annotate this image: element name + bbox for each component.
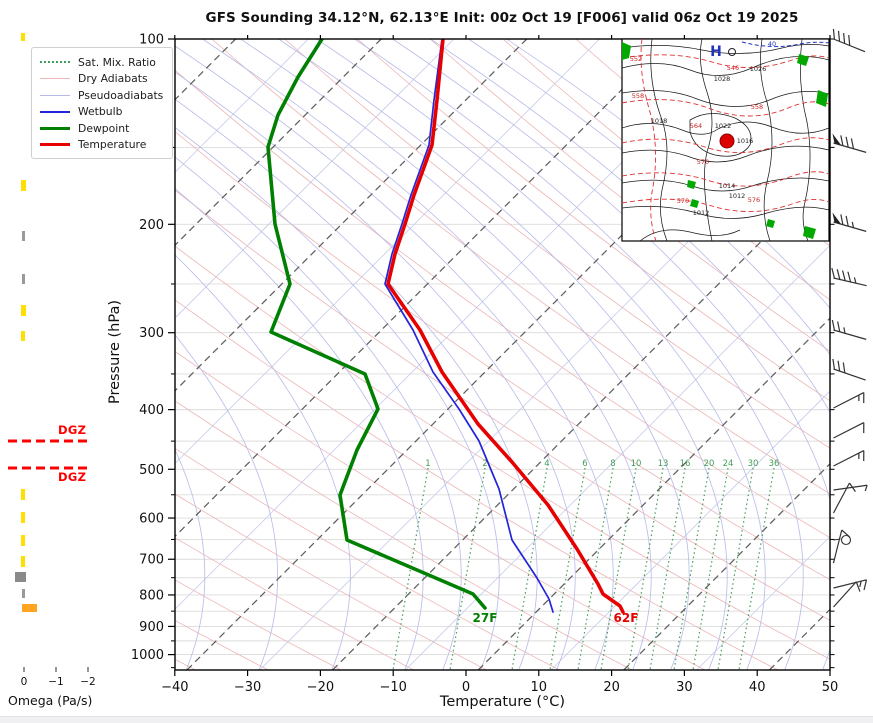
legend-sample-wetbulb xyxy=(40,110,70,113)
dgz-lines xyxy=(8,439,88,470)
sounding-location-dot xyxy=(719,133,735,149)
plot-border xyxy=(174,38,831,671)
svg-text:6: 6 xyxy=(582,459,587,469)
svg-text:564: 564 xyxy=(690,122,702,130)
svg-text:0: 0 xyxy=(462,680,470,695)
legend-label-dewpoint: Dewpoint xyxy=(78,121,130,135)
legend-sample-sat-mix-ratio xyxy=(40,61,70,64)
map-high-pressure-symbol: H xyxy=(710,44,722,60)
svg-text:300: 300 xyxy=(139,326,164,341)
svg-text:−10: −10 xyxy=(379,680,406,695)
chart-legend: Sat. Mix. Ratio Dry Adiabats Pseudoadiab… xyxy=(31,47,173,159)
svg-text:40: 40 xyxy=(749,680,766,695)
svg-text:−40: −40 xyxy=(161,680,188,695)
wetbulb-curve xyxy=(384,39,554,613)
dgz-label-lower: DGZ xyxy=(58,470,87,484)
svg-text:30: 30 xyxy=(676,680,693,695)
svg-text:1000: 1000 xyxy=(131,648,164,663)
svg-text:558: 558 xyxy=(632,92,644,100)
pseudoadiabats xyxy=(175,39,830,670)
svg-text:1012: 1012 xyxy=(693,209,710,217)
svg-text:−2: −2 xyxy=(80,676,95,688)
svg-text:552: 552 xyxy=(630,55,642,63)
svg-text:500: 500 xyxy=(139,463,164,478)
svg-text:4: 4 xyxy=(544,459,549,469)
svg-text:50: 50 xyxy=(822,680,839,695)
svg-text:400: 400 xyxy=(139,403,164,418)
svg-text:570: 570 xyxy=(697,158,709,166)
legend-sample-pseudoadiabats xyxy=(40,94,70,96)
window-bottom-strip xyxy=(0,716,873,723)
legend-label-sat-mix-ratio: Sat. Mix. Ratio xyxy=(78,55,156,69)
svg-text:1022: 1022 xyxy=(715,122,732,130)
svg-text:20: 20 xyxy=(603,680,620,695)
svg-text:1018: 1018 xyxy=(651,117,668,125)
inset-map-contours xyxy=(622,39,829,241)
svg-text:800: 800 xyxy=(139,588,164,603)
legend-label-wetbulb: Wetbulb xyxy=(78,105,123,119)
legend-item-temperature: Temperature xyxy=(40,137,164,154)
legend-label-pseudoadiabats: Pseudoadiabats xyxy=(78,88,164,102)
svg-text:20: 20 xyxy=(704,459,715,469)
omega-axis-label: Omega (Pa/s) xyxy=(8,693,93,708)
svg-text:40: 40 xyxy=(768,40,776,48)
legend-item-sat-mix-ratio: Sat. Mix. Ratio xyxy=(40,54,164,71)
omega-axis: 0 −1 −2 xyxy=(21,667,96,688)
svg-text:2: 2 xyxy=(482,459,487,469)
svg-text:570: 570 xyxy=(677,197,689,205)
svg-text:1012: 1012 xyxy=(729,192,746,200)
svg-text:100: 100 xyxy=(139,33,164,48)
svg-text:−1: −1 xyxy=(48,676,63,688)
legend-sample-dry-adiabats xyxy=(40,78,70,80)
svg-text:1026: 1026 xyxy=(750,65,767,73)
legend-label-temperature: Temperature xyxy=(78,138,147,152)
svg-text:−20: −20 xyxy=(307,680,334,695)
surface-temperature-label: 62F xyxy=(613,611,639,625)
legend-label-dry-adiabats: Dry Adiabats xyxy=(78,72,148,86)
legend-item-dry-adiabats: Dry Adiabats xyxy=(40,71,164,88)
inset-map: 552 558 546 1026 1028 1018 564 1022 558 1016 570 10… xyxy=(621,38,830,242)
svg-text:−30: −30 xyxy=(234,680,261,695)
svg-text:546: 546 xyxy=(727,64,739,72)
svg-text:1028: 1028 xyxy=(714,75,731,83)
svg-text:36: 36 xyxy=(769,459,780,469)
svg-text:558: 558 xyxy=(751,103,763,111)
wind-barb-column xyxy=(831,28,868,608)
svg-text:24: 24 xyxy=(723,459,734,469)
legend-item-dewpoint: Dewpoint xyxy=(40,120,164,137)
svg-text:1014: 1014 xyxy=(719,182,736,190)
svg-text:30: 30 xyxy=(748,459,759,469)
svg-text:1: 1 xyxy=(425,459,430,469)
inset-map-labels: 552 558 546 1026 1028 1018 564 1022 558 1016 570 10… xyxy=(630,40,776,217)
temperature-axis-label: Temperature (°C) xyxy=(439,694,566,710)
svg-text:10: 10 xyxy=(531,680,548,695)
svg-text:900: 900 xyxy=(139,620,164,635)
svg-text:576: 576 xyxy=(748,196,760,204)
svg-text:8: 8 xyxy=(610,459,615,469)
svg-text:200: 200 xyxy=(139,218,164,233)
svg-text:0: 0 xyxy=(21,676,28,688)
svg-text:10: 10 xyxy=(631,459,642,469)
dewpoint-curve xyxy=(266,39,487,610)
svg-text:600: 600 xyxy=(139,512,164,527)
legend-sample-dewpoint xyxy=(40,126,70,130)
svg-text:1016: 1016 xyxy=(737,137,754,145)
omega-profile xyxy=(15,33,37,612)
svg-text:700: 700 xyxy=(139,553,164,568)
legend-item-wetbulb: Wetbulb xyxy=(40,104,164,121)
legend-item-pseudoadiabats: Pseudoadiabats xyxy=(40,87,164,104)
chart-title: GFS Sounding 34.12°N, 62.13°E Init: 00z … xyxy=(205,10,799,26)
surface-dewpoint-label: 27F xyxy=(472,611,498,625)
dgz-label-upper: DGZ xyxy=(58,423,87,437)
pressure-axis-label: Pressure (hPa) xyxy=(107,299,123,405)
legend-sample-temperature xyxy=(40,143,70,147)
svg-text:13: 13 xyxy=(658,459,669,469)
temperature-curve xyxy=(386,39,625,614)
